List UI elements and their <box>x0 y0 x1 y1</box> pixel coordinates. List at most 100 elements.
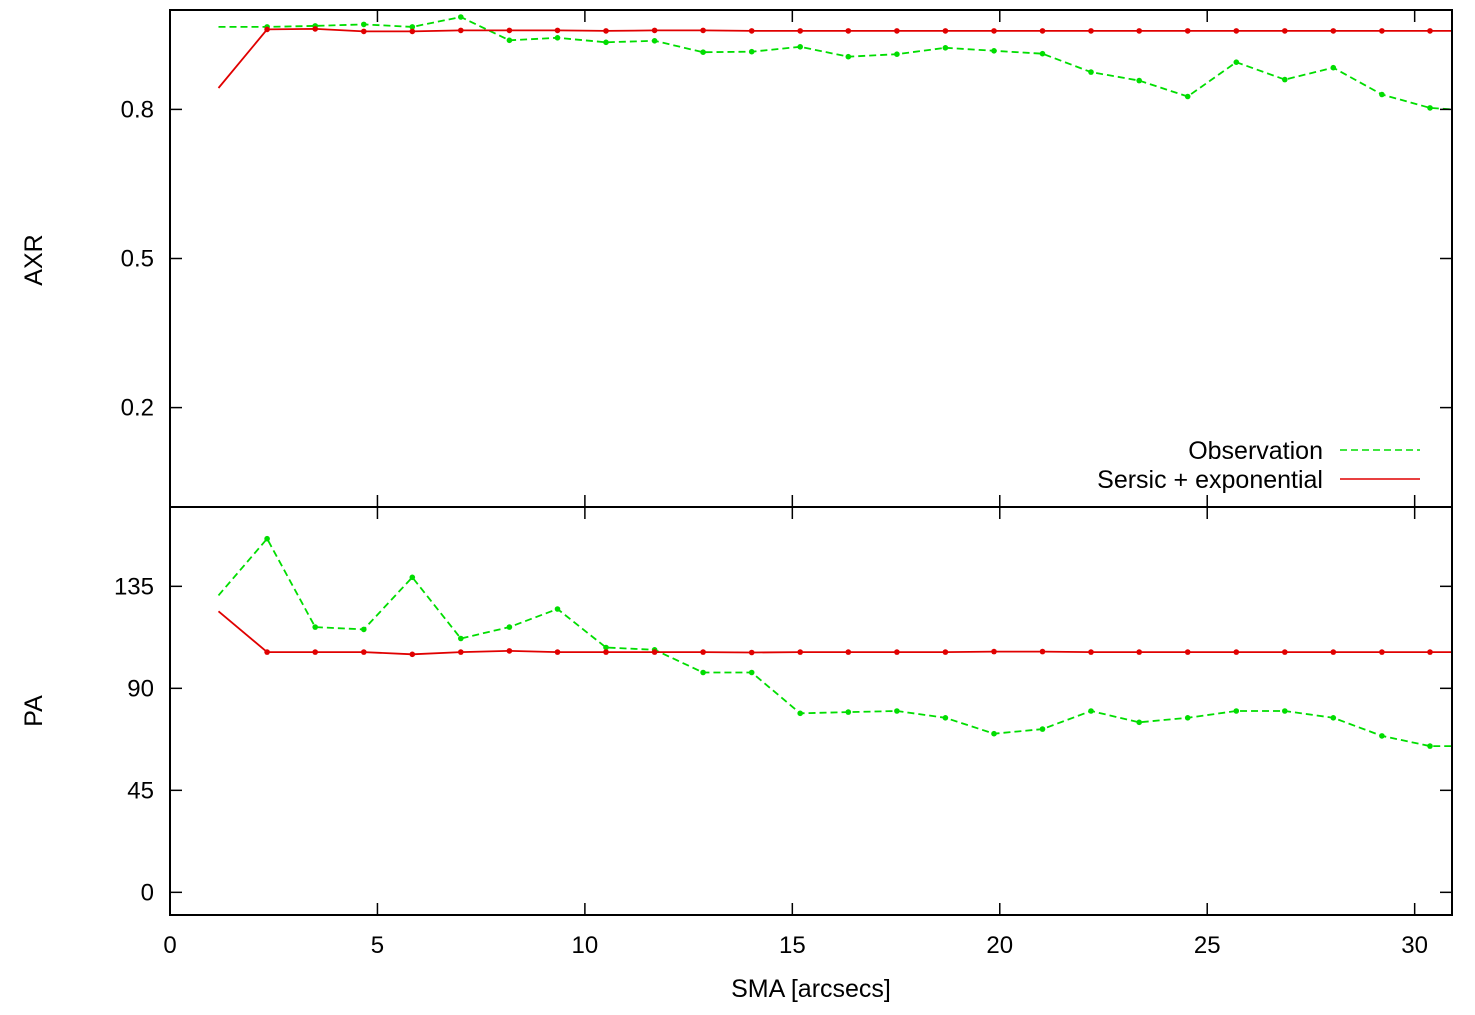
data-point <box>797 649 803 655</box>
y-tick-label: 45 <box>127 777 154 804</box>
data-point <box>894 708 900 714</box>
data-point <box>651 27 658 34</box>
data-point <box>894 51 900 57</box>
data-point <box>1088 649 1094 655</box>
data-point <box>409 574 416 581</box>
data-point <box>603 39 609 46</box>
data-point <box>991 28 997 34</box>
data-point <box>1039 726 1046 732</box>
data-point <box>1427 105 1433 111</box>
data-point <box>361 21 367 28</box>
data-point <box>942 45 949 51</box>
panel-0-series <box>217 14 1452 111</box>
data-point <box>700 649 706 655</box>
data-point <box>506 624 513 630</box>
data-point <box>1136 28 1142 34</box>
data-point <box>991 730 997 737</box>
data-point <box>845 53 852 60</box>
data-point <box>651 38 658 44</box>
data-point <box>1088 28 1094 34</box>
data-point <box>845 709 852 715</box>
data-point <box>264 649 270 655</box>
x-tick-label: 15 <box>779 932 806 959</box>
data-point <box>264 535 270 542</box>
data-point <box>554 35 561 41</box>
y-tick-label: 90 <box>127 675 154 702</box>
data-point <box>894 28 900 34</box>
data-point <box>797 44 803 50</box>
data-point <box>1088 69 1094 75</box>
data-point <box>264 26 270 33</box>
data-point <box>1427 649 1433 655</box>
data-point <box>1039 28 1046 34</box>
y-tick-label: 0.8 <box>121 96 154 123</box>
data-point <box>603 28 609 34</box>
data-point <box>700 27 706 34</box>
data-point <box>409 651 416 658</box>
data-point <box>458 14 464 20</box>
series-line-model <box>217 27 1452 89</box>
data-point <box>1379 91 1385 98</box>
data-point <box>458 649 464 655</box>
x-tick-label: 5 <box>371 932 384 959</box>
data-point <box>894 649 900 655</box>
data-point <box>1233 708 1240 714</box>
data-point <box>603 649 609 655</box>
data-point <box>361 649 367 655</box>
data-point <box>1136 719 1142 726</box>
data-point <box>1039 648 1046 655</box>
data-point <box>1379 733 1385 739</box>
data-point <box>458 635 464 642</box>
data-point <box>1184 715 1191 721</box>
data-point <box>1233 649 1240 655</box>
data-point <box>506 648 513 654</box>
data-point <box>506 37 513 44</box>
data-point <box>1330 64 1337 71</box>
data-point <box>312 649 319 655</box>
data-point <box>603 644 609 651</box>
axes-layer: 0.2 0.5 0.8 0 45 90 135 0 5 10 15 20 25 30 <box>114 9 1453 959</box>
data-point <box>700 49 706 55</box>
data-point <box>797 28 803 34</box>
data-point <box>1282 76 1288 83</box>
panel-frame <box>169 506 1453 916</box>
data-point <box>748 28 755 34</box>
y-tick-label: 0.2 <box>121 395 154 422</box>
data-point <box>1427 743 1433 749</box>
x-axis-label: SMA [arcsecs] <box>731 975 891 1003</box>
data-point <box>409 24 416 30</box>
x-tick-label: 20 <box>986 932 1013 959</box>
data-point <box>458 27 464 34</box>
data-point <box>1330 715 1337 721</box>
data-point <box>1282 708 1288 714</box>
data-point <box>1282 649 1288 655</box>
data-point <box>748 649 755 656</box>
data-point <box>797 710 803 717</box>
data-point <box>1379 28 1385 34</box>
data-point <box>312 624 319 630</box>
data-point <box>506 27 513 34</box>
data-point <box>1184 28 1191 34</box>
data-point <box>409 28 416 35</box>
data-point <box>942 715 949 721</box>
data-point <box>1233 28 1240 34</box>
data-point <box>361 28 367 35</box>
data-point <box>1039 50 1046 57</box>
data-point <box>651 649 658 655</box>
data-point <box>1136 649 1142 655</box>
data-point <box>554 606 561 612</box>
data-point <box>554 649 561 655</box>
data-point <box>845 28 852 34</box>
y-axis-label-pa: PA <box>20 695 48 727</box>
legend-label-model: Sersic + exponential <box>1097 466 1323 494</box>
data-point <box>1282 28 1288 34</box>
x-tick-label: 10 <box>572 932 599 959</box>
data-point <box>991 48 997 54</box>
data-point <box>1233 59 1240 65</box>
data-point <box>554 27 561 34</box>
panel-frame <box>169 9 1453 508</box>
data-point <box>748 48 755 55</box>
data-point <box>991 648 997 655</box>
data-point <box>748 669 755 676</box>
x-tick-label: 25 <box>1194 932 1221 959</box>
